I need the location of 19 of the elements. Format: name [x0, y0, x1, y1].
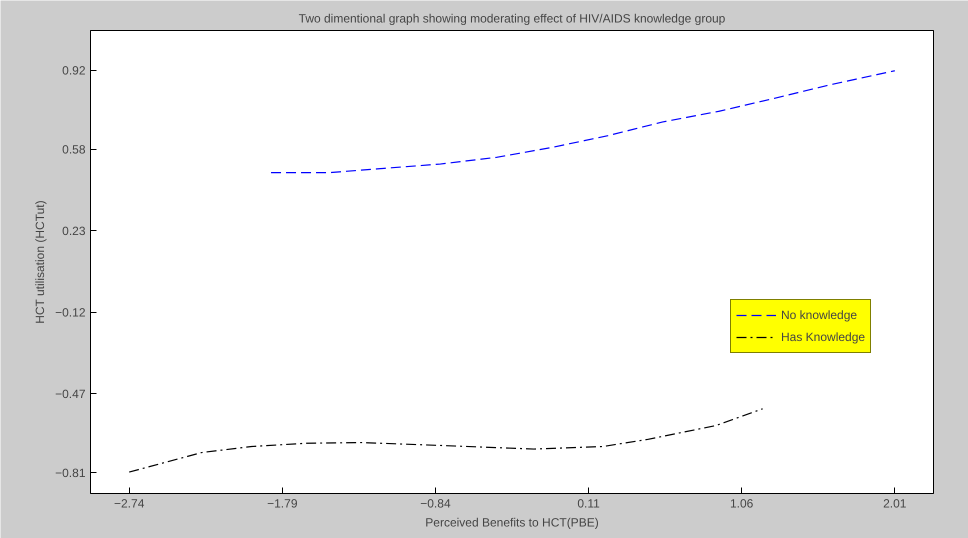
x-tick-label: −0.84 — [420, 496, 451, 510]
y-tick-label: 0.23 — [62, 224, 86, 238]
y-axis-title: HCT utilisation (HCTut) — [33, 200, 48, 324]
legend-label: Has Knowledge — [781, 330, 866, 344]
y-tick-label: −0.12 — [55, 306, 86, 320]
y-tick-label: 0.58 — [62, 142, 86, 157]
y-tick-label: −0.47 — [55, 386, 86, 401]
x-tick-label: −2.74 — [114, 496, 145, 510]
x-tick-label: −1.79 — [267, 496, 298, 510]
line-series — [128, 408, 764, 473]
x-tick-label: 1.06 — [730, 496, 754, 510]
chart-title: Two dimentional graph showing moderating effect of HIV/AIDS knowledge group — [298, 12, 726, 26]
x-tick-label: 0.11 — [577, 496, 600, 510]
y-tick-label: −0.81 — [55, 466, 86, 480]
x-axis-title: Perceived Benefits to HCT(PBE) — [425, 516, 599, 530]
x-tick-label: 2.01 — [883, 496, 907, 510]
line-series — [270, 70, 896, 174]
y-tick-label: 0.92 — [62, 64, 86, 78]
legend-label: No knowledge — [781, 308, 858, 322]
